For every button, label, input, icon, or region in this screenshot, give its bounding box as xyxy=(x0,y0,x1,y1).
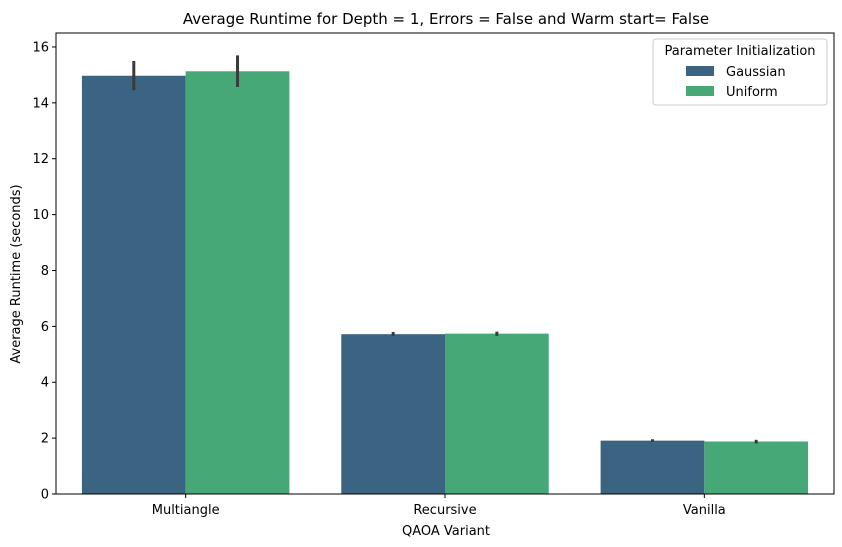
legend-swatch-uniform xyxy=(686,86,714,96)
x-tick-label: Vanilla xyxy=(683,503,726,518)
bar-uniform-recursive xyxy=(445,333,549,494)
bar-gaussian-recursive xyxy=(341,334,445,494)
y-tick-label: 6 xyxy=(41,320,49,335)
y-tick-label: 16 xyxy=(32,40,49,55)
legend: Parameter Initialization Gaussian Uniform xyxy=(652,38,828,106)
x-tick-label: Multiangle xyxy=(152,503,220,518)
legend-swatch-gaussian xyxy=(686,66,714,76)
bar-uniform-vanilla xyxy=(704,441,809,494)
y-tick-label: 4 xyxy=(41,376,49,391)
bar-gaussian-multiangle xyxy=(81,75,186,494)
x-axis-label: QAOA Variant xyxy=(402,524,490,539)
bar-gaussian-vanilla xyxy=(600,440,705,494)
y-tick-label: 10 xyxy=(32,208,49,223)
x-axis-ticks: Multiangle Recursive Vanilla xyxy=(152,494,726,518)
legend-title: Parameter Initialization xyxy=(664,44,815,59)
y-axis-ticks: 0 2 4 6 8 10 12 14 16 xyxy=(32,40,56,503)
bar-uniform-multiangle xyxy=(185,71,290,494)
bars xyxy=(81,71,809,494)
x-tick-label: Recursive xyxy=(413,503,476,518)
y-tick-label: 14 xyxy=(32,96,49,111)
y-tick-label: 12 xyxy=(32,152,49,167)
y-tick-label: 0 xyxy=(41,488,49,503)
y-tick-label: 2 xyxy=(41,432,49,447)
legend-label-gaussian: Gaussian xyxy=(726,65,786,80)
y-tick-label: 8 xyxy=(41,264,49,279)
legend-label-uniform: Uniform xyxy=(726,85,778,100)
error-bars xyxy=(132,55,758,444)
y-axis-label: Average Runtime (seconds) xyxy=(9,184,24,363)
chart-title: Average Runtime for Depth = 1, Errors = … xyxy=(183,10,709,28)
